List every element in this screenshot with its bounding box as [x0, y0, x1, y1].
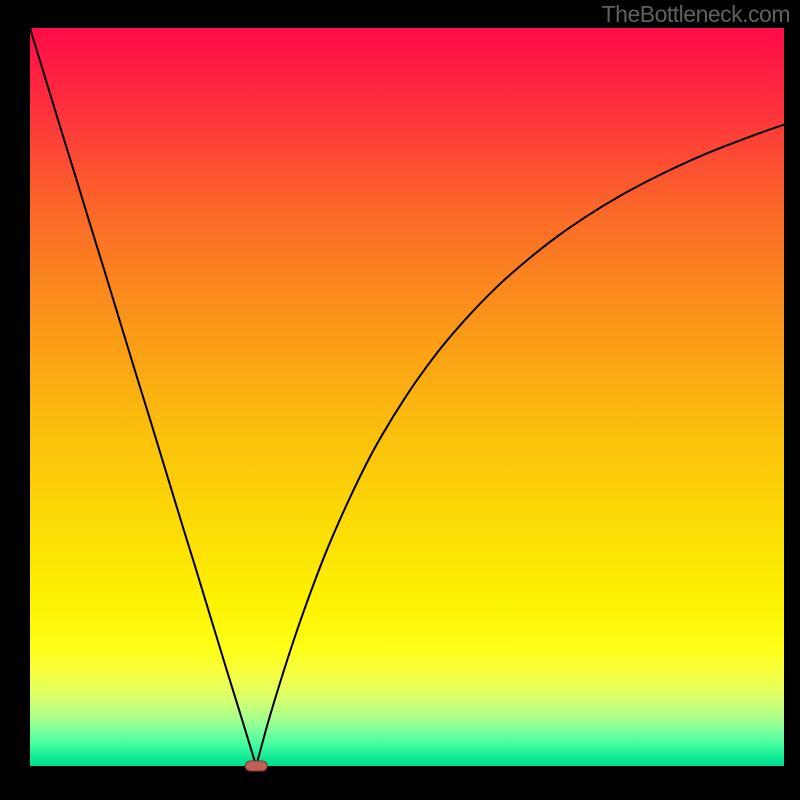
figure-container: TheBottleneck.com	[0, 0, 800, 800]
bottleneck-chart	[0, 0, 800, 800]
minimum-marker	[245, 761, 267, 771]
watermark-text: TheBottleneck.com	[602, 1, 790, 28]
